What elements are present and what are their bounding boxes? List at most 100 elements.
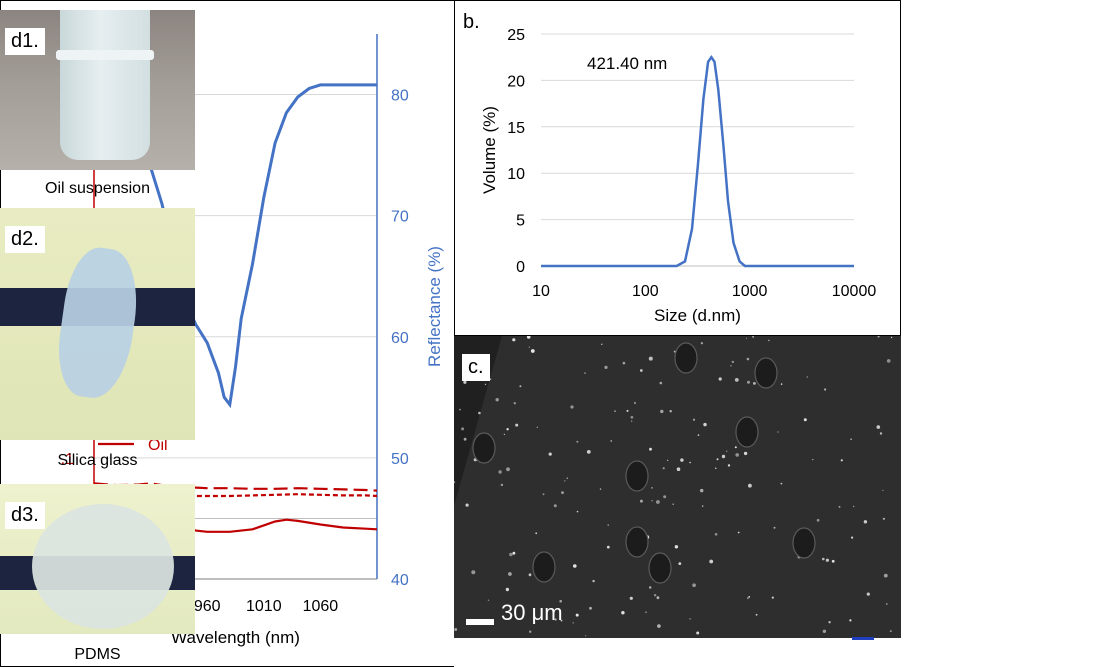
sem-cavity (792, 527, 816, 559)
sem-particle (535, 532, 538, 535)
sem-particle (689, 618, 691, 620)
sem-particle (564, 480, 566, 482)
sem-particle (503, 433, 506, 436)
sem-particle (689, 461, 691, 464)
sem-particle (656, 500, 660, 504)
x-tick-label: 10000 (832, 283, 877, 300)
sem-particle (653, 594, 657, 597)
sem-particle (768, 339, 770, 342)
photo-caption-pdms: PDMS (74, 646, 121, 663)
y2-tick-label: 60 (391, 330, 409, 347)
sem-particle (822, 557, 825, 561)
sem-particle (645, 611, 647, 613)
sem-particle (716, 458, 719, 461)
sem-particle (700, 342, 703, 345)
sem-particle (604, 365, 608, 369)
sem-particle (866, 592, 870, 596)
sem-cavity (472, 432, 496, 464)
panel-d1-label: d1. (5, 28, 45, 55)
sem-particle (461, 427, 465, 431)
sem-particle (674, 545, 679, 549)
sem-particle (824, 388, 827, 391)
sem-particle (850, 438, 852, 441)
sem-particle (553, 504, 557, 508)
sem-particle (771, 596, 774, 599)
sem-particle (876, 425, 881, 429)
sem-particle (649, 447, 652, 451)
vial-meniscus (56, 50, 154, 60)
y-axis-label: Volume (%) (480, 106, 499, 194)
sem-particle (700, 488, 704, 493)
sem-particle (882, 489, 884, 491)
scale-bar (466, 619, 494, 625)
y2-tick-label: 50 (391, 451, 409, 468)
sem-particle (489, 378, 492, 380)
sem-particle (659, 381, 663, 385)
sem-particle (822, 629, 827, 633)
sem-particle (889, 630, 892, 633)
sem-particle (748, 596, 751, 598)
sem-particle (512, 338, 516, 342)
sem-particle (592, 579, 595, 583)
x-axis-label: Size (d.nm) (654, 306, 741, 325)
sem-particle (471, 570, 476, 575)
sem-particle (495, 398, 499, 402)
sem-particle (639, 369, 643, 372)
sem-particle (780, 383, 783, 385)
panel-d3-label: d3. (5, 502, 45, 529)
sem-particle (622, 361, 626, 365)
sem-particle (680, 458, 684, 462)
sem-particle (606, 545, 610, 549)
sem-particle (851, 536, 854, 539)
sem-particle (747, 380, 750, 384)
sem-particle (701, 505, 704, 507)
sem-particle (715, 467, 717, 469)
sem-particle (621, 611, 625, 615)
sem-particle (630, 415, 634, 419)
sem-particle (631, 420, 633, 422)
series-line-size-distribution (541, 55, 854, 268)
sem-particle (506, 428, 509, 431)
sem-particle (651, 500, 653, 502)
sem-particle (746, 357, 750, 361)
sem-particle (512, 551, 516, 555)
sem-cavity (735, 416, 759, 448)
panel-d-photos: d1. Oil suspension d2. Silica glass d3. … (0, 0, 195, 667)
sem-particle (692, 418, 696, 421)
sem-particle (696, 631, 700, 635)
sem-particle (780, 482, 783, 485)
sem-particle (663, 495, 667, 499)
sem-particle (777, 431, 779, 433)
x-tick-label: 960 (194, 598, 221, 615)
sem-particle (585, 635, 587, 637)
sem-particle (885, 603, 888, 605)
y2-tick-label: 80 (391, 88, 409, 105)
sem-particle (660, 409, 664, 414)
sem-particle (883, 573, 888, 578)
y-tick-label: 0 (516, 259, 525, 276)
blue-mark (852, 637, 874, 640)
photo-caption-oil-suspension: Oil suspension (45, 180, 150, 197)
sem-particle (748, 483, 752, 488)
caption-strip (454, 638, 901, 667)
sem-particle (745, 337, 748, 339)
panel-d2-label: d2. (5, 226, 45, 253)
sem-particle (586, 450, 591, 454)
sem-particle (648, 356, 653, 361)
sem-particle (853, 505, 855, 508)
sem-particle (773, 526, 776, 529)
sem-particle (678, 562, 682, 565)
sem-particle (662, 467, 665, 470)
sem-particle (882, 517, 885, 520)
sem-particle (576, 510, 579, 513)
sem-particle (734, 446, 737, 449)
y2-axis-label: Reflectance (%) (425, 246, 444, 367)
sem-particle (734, 378, 739, 382)
sem-particle (737, 531, 740, 534)
sem-cavity (625, 526, 649, 558)
sem-particle (487, 599, 490, 601)
sem-particle (528, 346, 531, 348)
sem-particle (519, 385, 522, 388)
sem-particle (484, 383, 487, 386)
sem-particle (536, 426, 538, 428)
